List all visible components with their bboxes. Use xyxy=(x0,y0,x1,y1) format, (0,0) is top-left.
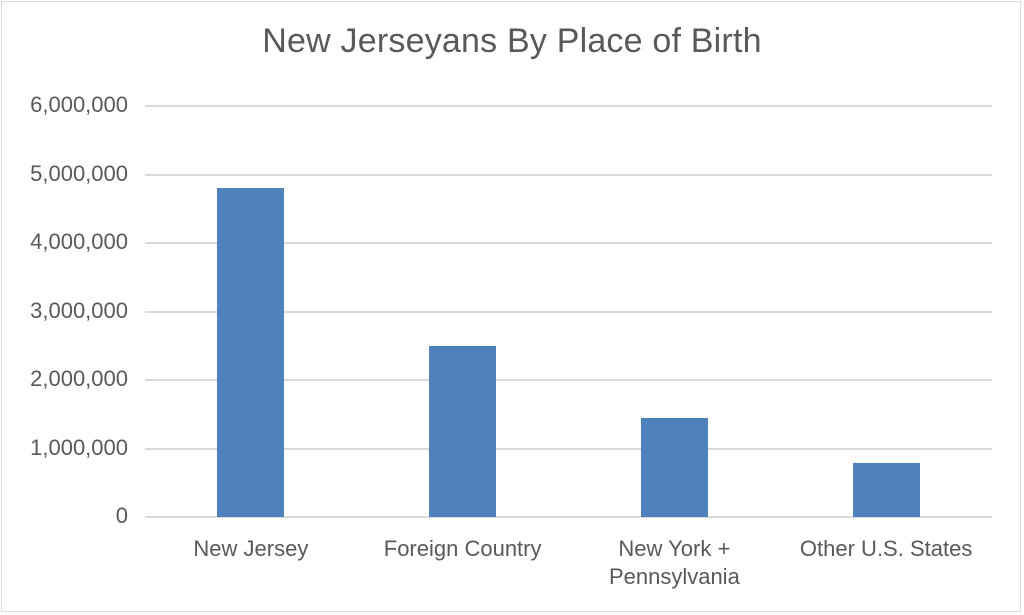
x-label-line: Other U.S. States xyxy=(799,536,973,561)
x-axis-line xyxy=(145,516,992,518)
bar-new-jersey xyxy=(217,188,285,517)
x-category-label: Foreign Country xyxy=(363,535,563,563)
x-category-label: New Jersey xyxy=(151,535,351,563)
y-tick-label: 2,000,000 xyxy=(30,366,128,391)
y-tick-label: 6,000,000 xyxy=(30,92,128,117)
y-tick-label: 3,000,000 xyxy=(30,297,128,323)
x-category-label: Other U.S. States xyxy=(786,535,986,563)
gridline xyxy=(145,447,992,450)
bar-other-u-s-states xyxy=(852,462,920,517)
x-label-line: New Jersey xyxy=(193,536,309,561)
chart-title: New Jerseyans By Place of Birth xyxy=(262,22,762,60)
gridline xyxy=(145,173,992,176)
y-tick-label: 5,000,000 xyxy=(30,160,128,186)
gridline xyxy=(145,242,992,244)
gridline xyxy=(145,310,992,313)
gridline xyxy=(145,379,992,381)
x-label-line: Pennsylvania xyxy=(608,564,740,589)
x-category-label: New York + Pennsylvania xyxy=(574,535,774,591)
x-label-line: Foreign Country xyxy=(383,536,542,561)
bar-new-york-pennsylvania xyxy=(640,417,708,517)
gridline xyxy=(145,105,992,107)
y-tick-label: 1,000,000 xyxy=(30,434,128,460)
y-tick-label: 4,000,000 xyxy=(30,229,128,254)
y-tick-label: 0 xyxy=(115,503,128,528)
bar-foreign-country xyxy=(429,345,497,517)
x-label-line: New York + xyxy=(618,536,731,561)
